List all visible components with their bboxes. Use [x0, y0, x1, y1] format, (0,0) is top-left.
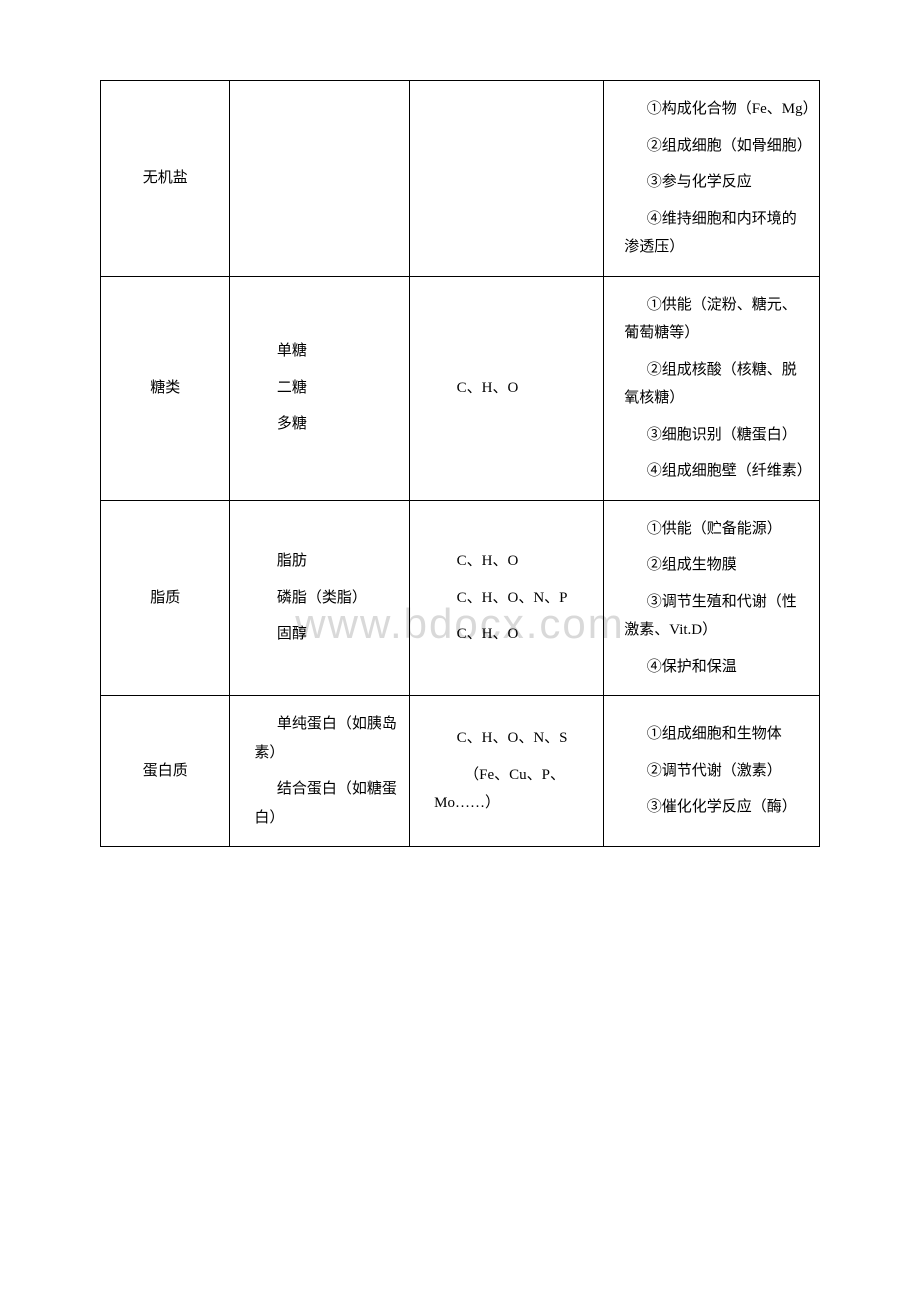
cell-elements: C、H、O: [410, 276, 604, 500]
cell-name: 无机盐: [101, 81, 230, 277]
function-item: ①组成细胞和生物体: [624, 720, 811, 749]
function-item: ④维持细胞和内环境的渗透压）: [624, 205, 811, 262]
table-row: 无机盐 ①构成化合物（Fe、Mg） ②组成细胞（如骨细胞） ③参与化学反应 ④维…: [101, 81, 820, 277]
cell-functions: ①组成细胞和生物体 ②调节代谢（激素） ③催化化学反应（酶）: [604, 696, 820, 847]
cell-elements: C、H、O C、H、O、N、P C、H、O: [410, 500, 604, 696]
cell-functions: ①构成化合物（Fe、Mg） ②组成细胞（如骨细胞） ③参与化学反应 ④维持细胞和…: [604, 81, 820, 277]
function-item: ④保护和保温: [624, 653, 811, 682]
table-row: 脂质 脂肪 磷脂（类脂） 固醇 C、H、O C、H、O、N、P C、H、O ①供…: [101, 500, 820, 696]
type-item: 单纯蛋白（如胰岛素）: [254, 710, 401, 767]
element-item: C、H、O: [434, 620, 595, 649]
content-table: 无机盐 ①构成化合物（Fe、Mg） ②组成细胞（如骨细胞） ③参与化学反应 ④维…: [100, 80, 820, 847]
cell-functions: ①供能（淀粉、糖元、葡萄糖等） ②组成核酸（核糖、脱氧核糖） ③细胞识别（糖蛋白…: [604, 276, 820, 500]
type-item: 结合蛋白（如糖蛋白）: [254, 775, 401, 832]
element-item: （Fe、Cu、P、Mo……）: [412, 761, 596, 818]
element-item: C、H、O: [434, 374, 595, 403]
function-item: ③调节生殖和代谢（性激素、Vit.D）: [624, 588, 811, 645]
cell-name: 脂质: [101, 500, 230, 696]
function-item: ②组成核酸（核糖、脱氧核糖）: [624, 356, 811, 413]
type-item: 磷脂（类脂）: [232, 584, 401, 613]
table-row: 糖类 单糖 二糖 多糖 C、H、O ①供能（淀粉、糖元、葡萄糖等） ②组成核酸（…: [101, 276, 820, 500]
cell-types: 单糖 二糖 多糖: [230, 276, 410, 500]
function-item: ③参与化学反应: [624, 168, 811, 197]
cell-functions: ①供能（贮备能源） ②组成生物膜 ③调节生殖和代谢（性激素、Vit.D） ④保护…: [604, 500, 820, 696]
cell-elements: [410, 81, 604, 277]
cell-name: 糖类: [101, 276, 230, 500]
cell-types: [230, 81, 410, 277]
table-container: 无机盐 ①构成化合物（Fe、Mg） ②组成细胞（如骨细胞） ③参与化学反应 ④维…: [100, 80, 820, 847]
cell-name: 蛋白质: [101, 696, 230, 847]
type-item: 二糖: [254, 374, 401, 403]
cell-types: 脂肪 磷脂（类脂） 固醇: [230, 500, 410, 696]
element-item: C、H、O、N、P: [412, 584, 596, 613]
element-item: C、H、O: [434, 547, 595, 576]
cell-elements: C、H、O、N、S （Fe、Cu、P、Mo……）: [410, 696, 604, 847]
function-item: ①供能（贮备能源）: [624, 515, 811, 544]
function-item: ②组成细胞（如骨细胞）: [624, 132, 811, 161]
type-item: 脂肪: [254, 547, 401, 576]
function-item: ②调节代谢（激素）: [624, 757, 811, 786]
table-row: 蛋白质 单纯蛋白（如胰岛素） 结合蛋白（如糖蛋白） C、H、O、N、S （Fe、…: [101, 696, 820, 847]
function-item: ③催化化学反应（酶）: [624, 793, 811, 822]
function-item: ④组成细胞壁（纤维素）: [624, 457, 811, 486]
element-item: C、H、O、N、S: [412, 724, 596, 753]
function-item: ①供能（淀粉、糖元、葡萄糖等）: [624, 291, 811, 348]
function-item: ①构成化合物（Fe、Mg）: [624, 95, 811, 124]
cell-types: 单纯蛋白（如胰岛素） 结合蛋白（如糖蛋白）: [230, 696, 410, 847]
type-item: 固醇: [254, 620, 401, 649]
function-item: ③细胞识别（糖蛋白）: [624, 421, 811, 450]
type-item: 多糖: [254, 410, 401, 439]
function-item: ②组成生物膜: [624, 551, 811, 580]
type-item: 单糖: [254, 337, 401, 366]
